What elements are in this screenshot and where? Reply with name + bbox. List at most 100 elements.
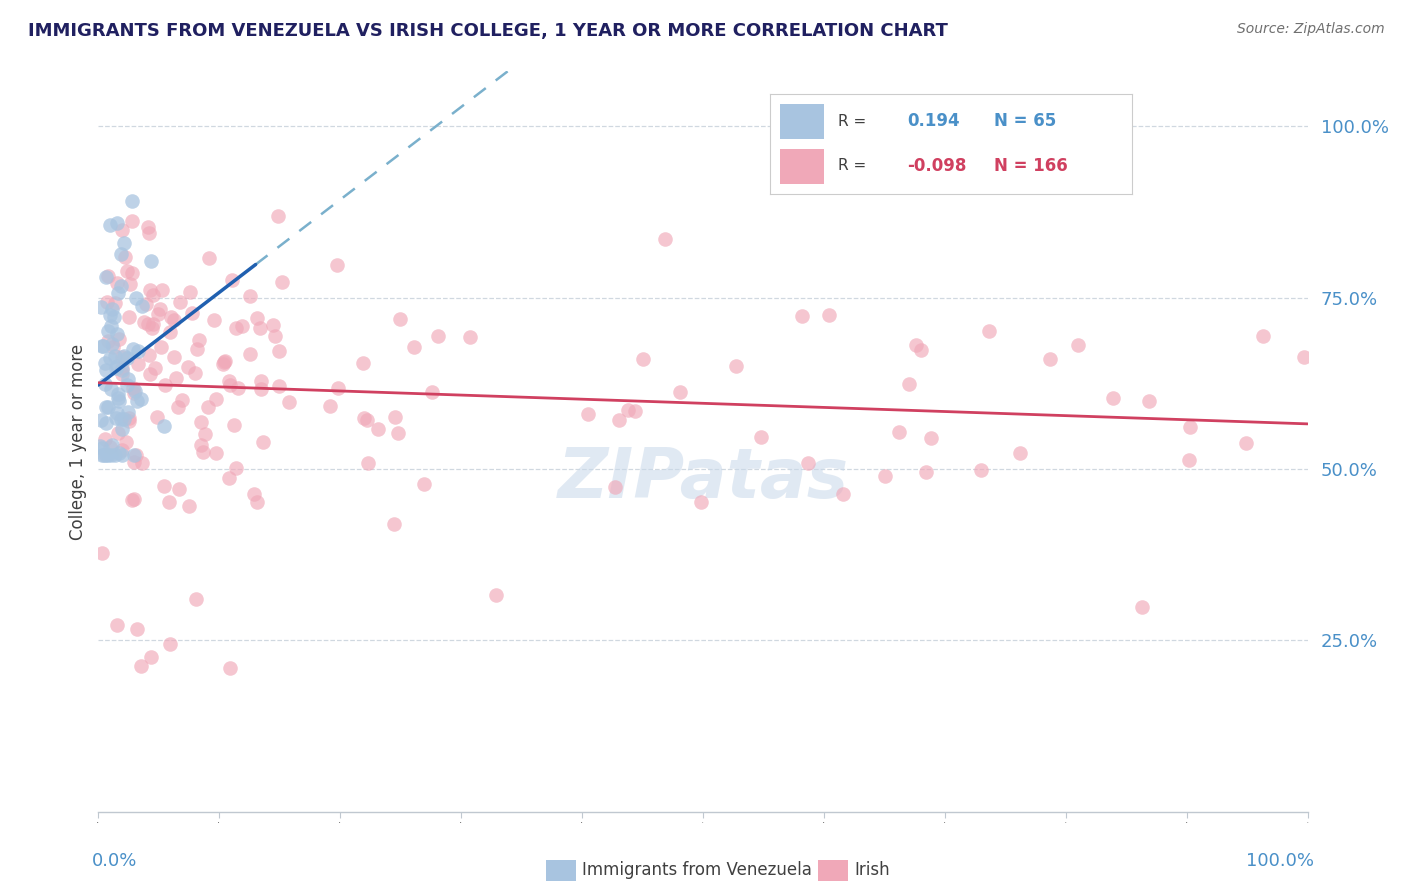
Point — [104, 349, 127, 363]
Point — [205, 392, 228, 406]
Point — [110, 247, 132, 261]
Point — [104, 361, 127, 376]
Point — [101, 438, 124, 452]
Text: 0.0%: 0.0% — [93, 853, 138, 871]
Point — [887, 425, 910, 439]
Point — [224, 418, 246, 433]
Point — [219, 378, 242, 392]
Point — [654, 232, 676, 246]
Point — [97, 400, 120, 414]
Point — [724, 359, 747, 373]
Point — [1251, 329, 1274, 343]
Point — [219, 661, 242, 675]
Point — [163, 350, 186, 364]
Point — [122, 448, 145, 462]
Text: Source: ZipAtlas.com: Source: ZipAtlas.com — [1237, 22, 1385, 37]
Point — [576, 408, 599, 422]
Point — [190, 416, 212, 430]
Point — [318, 400, 340, 414]
Point — [246, 310, 269, 325]
Point — [118, 310, 141, 324]
Point — [252, 435, 274, 450]
Point — [121, 194, 143, 208]
Point — [970, 463, 993, 477]
Point — [1067, 337, 1090, 351]
Point — [904, 338, 927, 352]
Point — [177, 360, 200, 375]
Point — [125, 291, 148, 305]
Point — [458, 330, 481, 344]
Point — [143, 361, 166, 376]
Point — [142, 318, 165, 332]
Point — [105, 617, 128, 632]
Point — [96, 295, 118, 310]
Point — [226, 381, 249, 395]
Point — [1010, 446, 1032, 460]
Text: IMMIGRANTS FROM VENEZUELA VS IRISH COLLEGE, 1 YEAR OR MORE CORRELATION CHART: IMMIGRANTS FROM VENEZUELA VS IRISH COLLE… — [28, 22, 948, 40]
Point — [94, 269, 117, 284]
Point — [197, 401, 219, 415]
Point — [100, 448, 122, 462]
Point — [139, 283, 162, 297]
Point — [356, 413, 378, 427]
Point — [91, 441, 114, 455]
Point — [387, 426, 409, 441]
Point — [91, 339, 114, 353]
Point — [181, 306, 204, 320]
Point — [105, 326, 128, 341]
Point — [242, 487, 264, 501]
Point — [165, 371, 187, 385]
Point — [167, 482, 190, 496]
Text: ZIPatas: ZIPatas — [557, 445, 849, 512]
Point — [668, 385, 690, 400]
Point — [384, 410, 406, 425]
Point — [246, 494, 269, 508]
Point — [90, 301, 112, 315]
Point — [110, 363, 132, 377]
Point — [191, 444, 214, 458]
Point — [139, 254, 162, 268]
Point — [105, 359, 128, 373]
Point — [115, 351, 138, 365]
Point — [139, 367, 162, 381]
Point — [152, 419, 174, 434]
Point — [107, 425, 129, 440]
Point — [150, 283, 173, 297]
Point — [103, 340, 125, 354]
Point — [402, 340, 425, 354]
Point — [250, 382, 273, 396]
Point — [127, 357, 149, 371]
Point — [139, 650, 162, 665]
Point — [118, 411, 141, 425]
Point — [353, 410, 375, 425]
Point — [107, 387, 129, 401]
Point — [108, 445, 131, 459]
Point — [188, 333, 211, 347]
Point — [100, 382, 122, 396]
Point — [110, 279, 132, 293]
Point — [225, 461, 247, 475]
Point — [124, 384, 146, 398]
Point — [624, 404, 647, 418]
Point — [179, 285, 201, 300]
Point — [138, 348, 160, 362]
Point — [122, 455, 145, 469]
Point — [159, 637, 181, 651]
Point — [167, 400, 190, 414]
Point — [129, 659, 152, 673]
Point — [214, 353, 236, 368]
Point — [114, 250, 136, 264]
Point — [117, 264, 139, 278]
Point — [94, 448, 117, 462]
Point — [141, 320, 163, 334]
Point — [211, 357, 233, 371]
Point — [413, 477, 436, 491]
Point — [94, 433, 117, 447]
Point — [111, 223, 134, 237]
Point — [122, 343, 145, 357]
Point — [89, 439, 111, 453]
Point — [205, 445, 228, 459]
Point — [817, 308, 839, 322]
Point — [131, 299, 153, 313]
Point — [617, 403, 640, 417]
